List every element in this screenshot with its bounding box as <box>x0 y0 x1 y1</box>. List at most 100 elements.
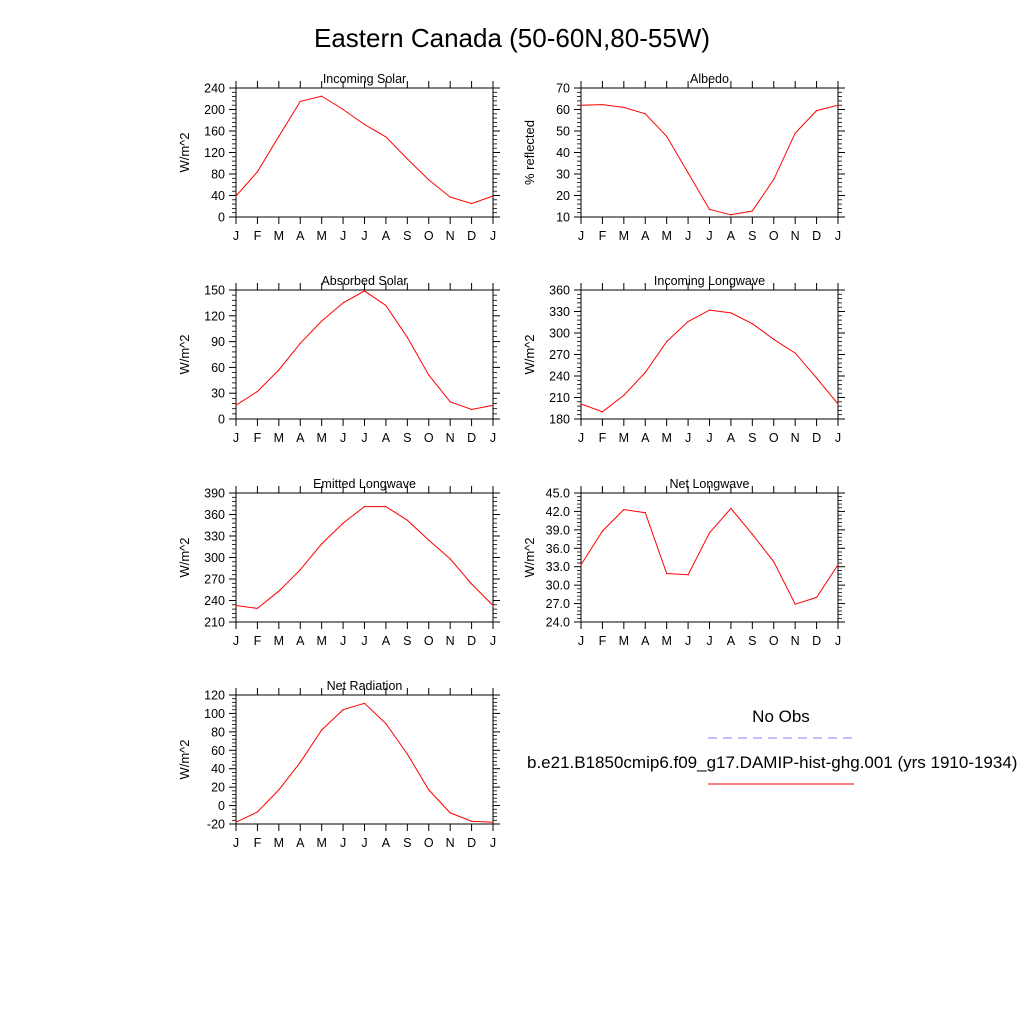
y-tick-label: 300 <box>549 327 570 341</box>
data-point <box>708 309 711 311</box>
data-point <box>623 106 625 108</box>
series-line-albedo <box>580 104 839 216</box>
plot-frame <box>235 87 494 218</box>
x-tick-label: M <box>619 634 629 648</box>
x-tick-label: O <box>424 836 434 850</box>
y-tick-label: 160 <box>204 125 225 139</box>
x-tick-label: J <box>706 431 712 445</box>
data-point <box>321 95 323 97</box>
x-tick-label: M <box>661 431 671 445</box>
data-point <box>449 196 451 198</box>
y-axis-label: % reflected <box>522 120 537 185</box>
x-tick-label: J <box>340 634 346 648</box>
data-point <box>666 572 668 575</box>
data-point <box>687 172 689 174</box>
data-point <box>580 564 582 566</box>
y-tick-label: 30.0 <box>546 579 570 593</box>
x-tick-label: J <box>233 229 239 243</box>
x-tick-label: A <box>382 431 391 445</box>
data-point <box>299 100 301 103</box>
data-point <box>299 342 301 344</box>
x-tick-label: N <box>791 431 800 445</box>
data-point <box>385 722 387 725</box>
y-tick-label: 40 <box>211 189 225 203</box>
y-tick-label: 330 <box>204 530 225 544</box>
y-tick-label: 0 <box>218 799 225 813</box>
data-point <box>708 532 711 534</box>
series-line-emitted-longwave <box>235 506 494 609</box>
y-tick-label: 45.0 <box>546 487 570 501</box>
x-tick-label: F <box>254 634 262 648</box>
legend: No Obs b.e21.B1850cmip6.f09_g17.DAMIP-hi… <box>527 707 1017 785</box>
data-point <box>580 403 582 405</box>
series-line-incoming-longwave <box>580 309 839 413</box>
y-axis-label: W/m^2 <box>522 334 537 374</box>
y-tick-label: 100 <box>204 707 225 721</box>
y-tick-label: 120 <box>204 309 225 323</box>
data-point <box>623 394 625 396</box>
x-tick-label: M <box>274 634 284 648</box>
data-point <box>794 352 796 354</box>
x-tick-label: J <box>490 634 496 648</box>
data-point <box>342 709 344 711</box>
y-tick-label: 30 <box>556 168 570 182</box>
data-point <box>406 519 408 521</box>
y-tick-label: 120 <box>204 689 225 703</box>
data-point <box>687 574 689 576</box>
y-axis-label: W/m^2 <box>177 537 192 577</box>
y-tick-label: 330 <box>549 305 570 319</box>
x-tick-label: J <box>233 836 239 850</box>
x-tick-label: D <box>467 229 476 243</box>
data-point <box>342 302 344 304</box>
x-tick-label: F <box>254 229 262 243</box>
x-tick-label: N <box>791 634 800 648</box>
y-tick-label: 36.0 <box>546 542 570 556</box>
y-tick-label: 20 <box>211 781 225 795</box>
data-point <box>773 178 775 180</box>
data-point <box>406 753 408 755</box>
y-tick-label: 270 <box>549 348 570 362</box>
y-axis-label: W/m^2 <box>177 739 192 779</box>
x-tick-label: J <box>361 634 367 648</box>
x-tick-label: M <box>619 431 629 445</box>
data-point <box>470 820 473 822</box>
x-tick-label: J <box>578 229 584 243</box>
y-tick-label: 270 <box>204 573 225 587</box>
plot-frame <box>580 289 839 420</box>
x-tick-label: N <box>446 229 455 243</box>
x-tick-label: D <box>467 634 476 648</box>
x-tick-label: J <box>490 836 496 850</box>
data-point <box>278 135 280 137</box>
y-tick-label: 180 <box>549 413 570 427</box>
x-tick-label: F <box>599 229 607 243</box>
x-tick-label: J <box>685 634 691 648</box>
x-tick-label: J <box>361 229 367 243</box>
data-point <box>492 404 494 406</box>
x-tick-label: O <box>769 431 779 445</box>
data-point <box>773 338 775 341</box>
y-tick-label: 360 <box>204 508 225 522</box>
data-point <box>299 761 301 763</box>
data-point <box>256 607 259 609</box>
x-tick-label: O <box>424 229 434 243</box>
y-tick-label: 60 <box>556 103 570 117</box>
data-point <box>794 603 796 605</box>
data-point <box>235 404 237 406</box>
data-point <box>837 564 839 566</box>
y-tick-label: 10 <box>556 211 570 225</box>
y-tick-label: 200 <box>204 103 225 117</box>
y-tick-label: 39.0 <box>546 523 570 537</box>
data-point <box>299 569 301 571</box>
y-tick-label: 210 <box>204 616 225 630</box>
data-point <box>644 371 646 374</box>
data-point <box>751 210 753 212</box>
panel-title: Net Radiation <box>327 679 403 693</box>
x-tick-label: A <box>296 836 305 850</box>
x-tick-label: D <box>812 431 821 445</box>
y-tick-label: 0 <box>218 211 225 225</box>
data-point <box>730 507 732 509</box>
series-line-absorbed-solar <box>235 290 494 411</box>
x-tick-label: A <box>641 431 650 445</box>
